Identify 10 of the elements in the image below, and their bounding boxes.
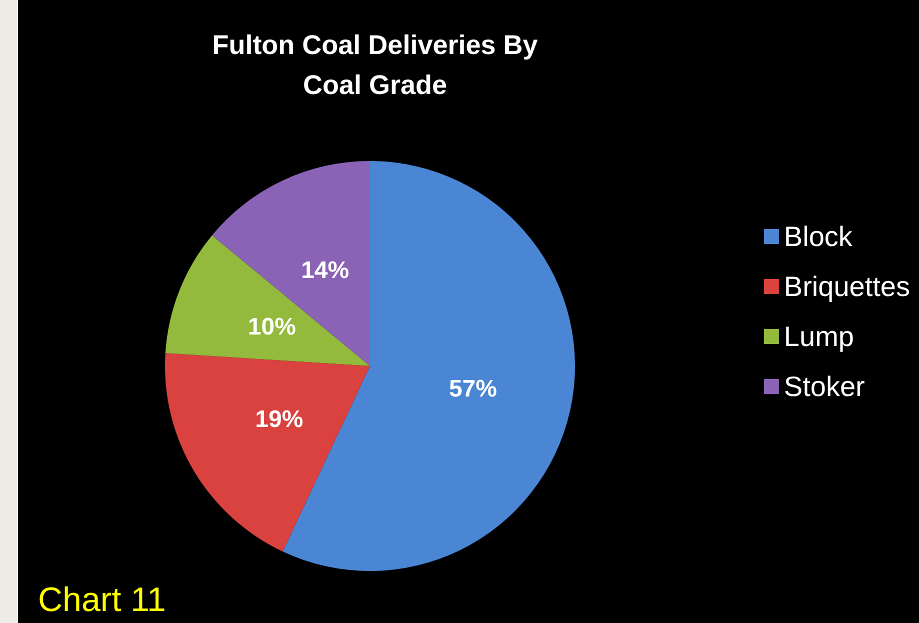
legend-label: Block [784,221,854,252]
chart-title: Fulton Coal Deliveries By Coal Grade [212,30,538,100]
legend-label: Stoker [784,371,865,402]
data-label: 19% [255,406,304,434]
caption: Chart 11 [38,581,166,619]
legend-label: Briquettes [784,271,910,302]
data-label: 57% [448,376,497,403]
legend-label: Lump [784,321,854,352]
data-label: 14% [301,257,350,284]
data-label: 10% [248,314,296,341]
